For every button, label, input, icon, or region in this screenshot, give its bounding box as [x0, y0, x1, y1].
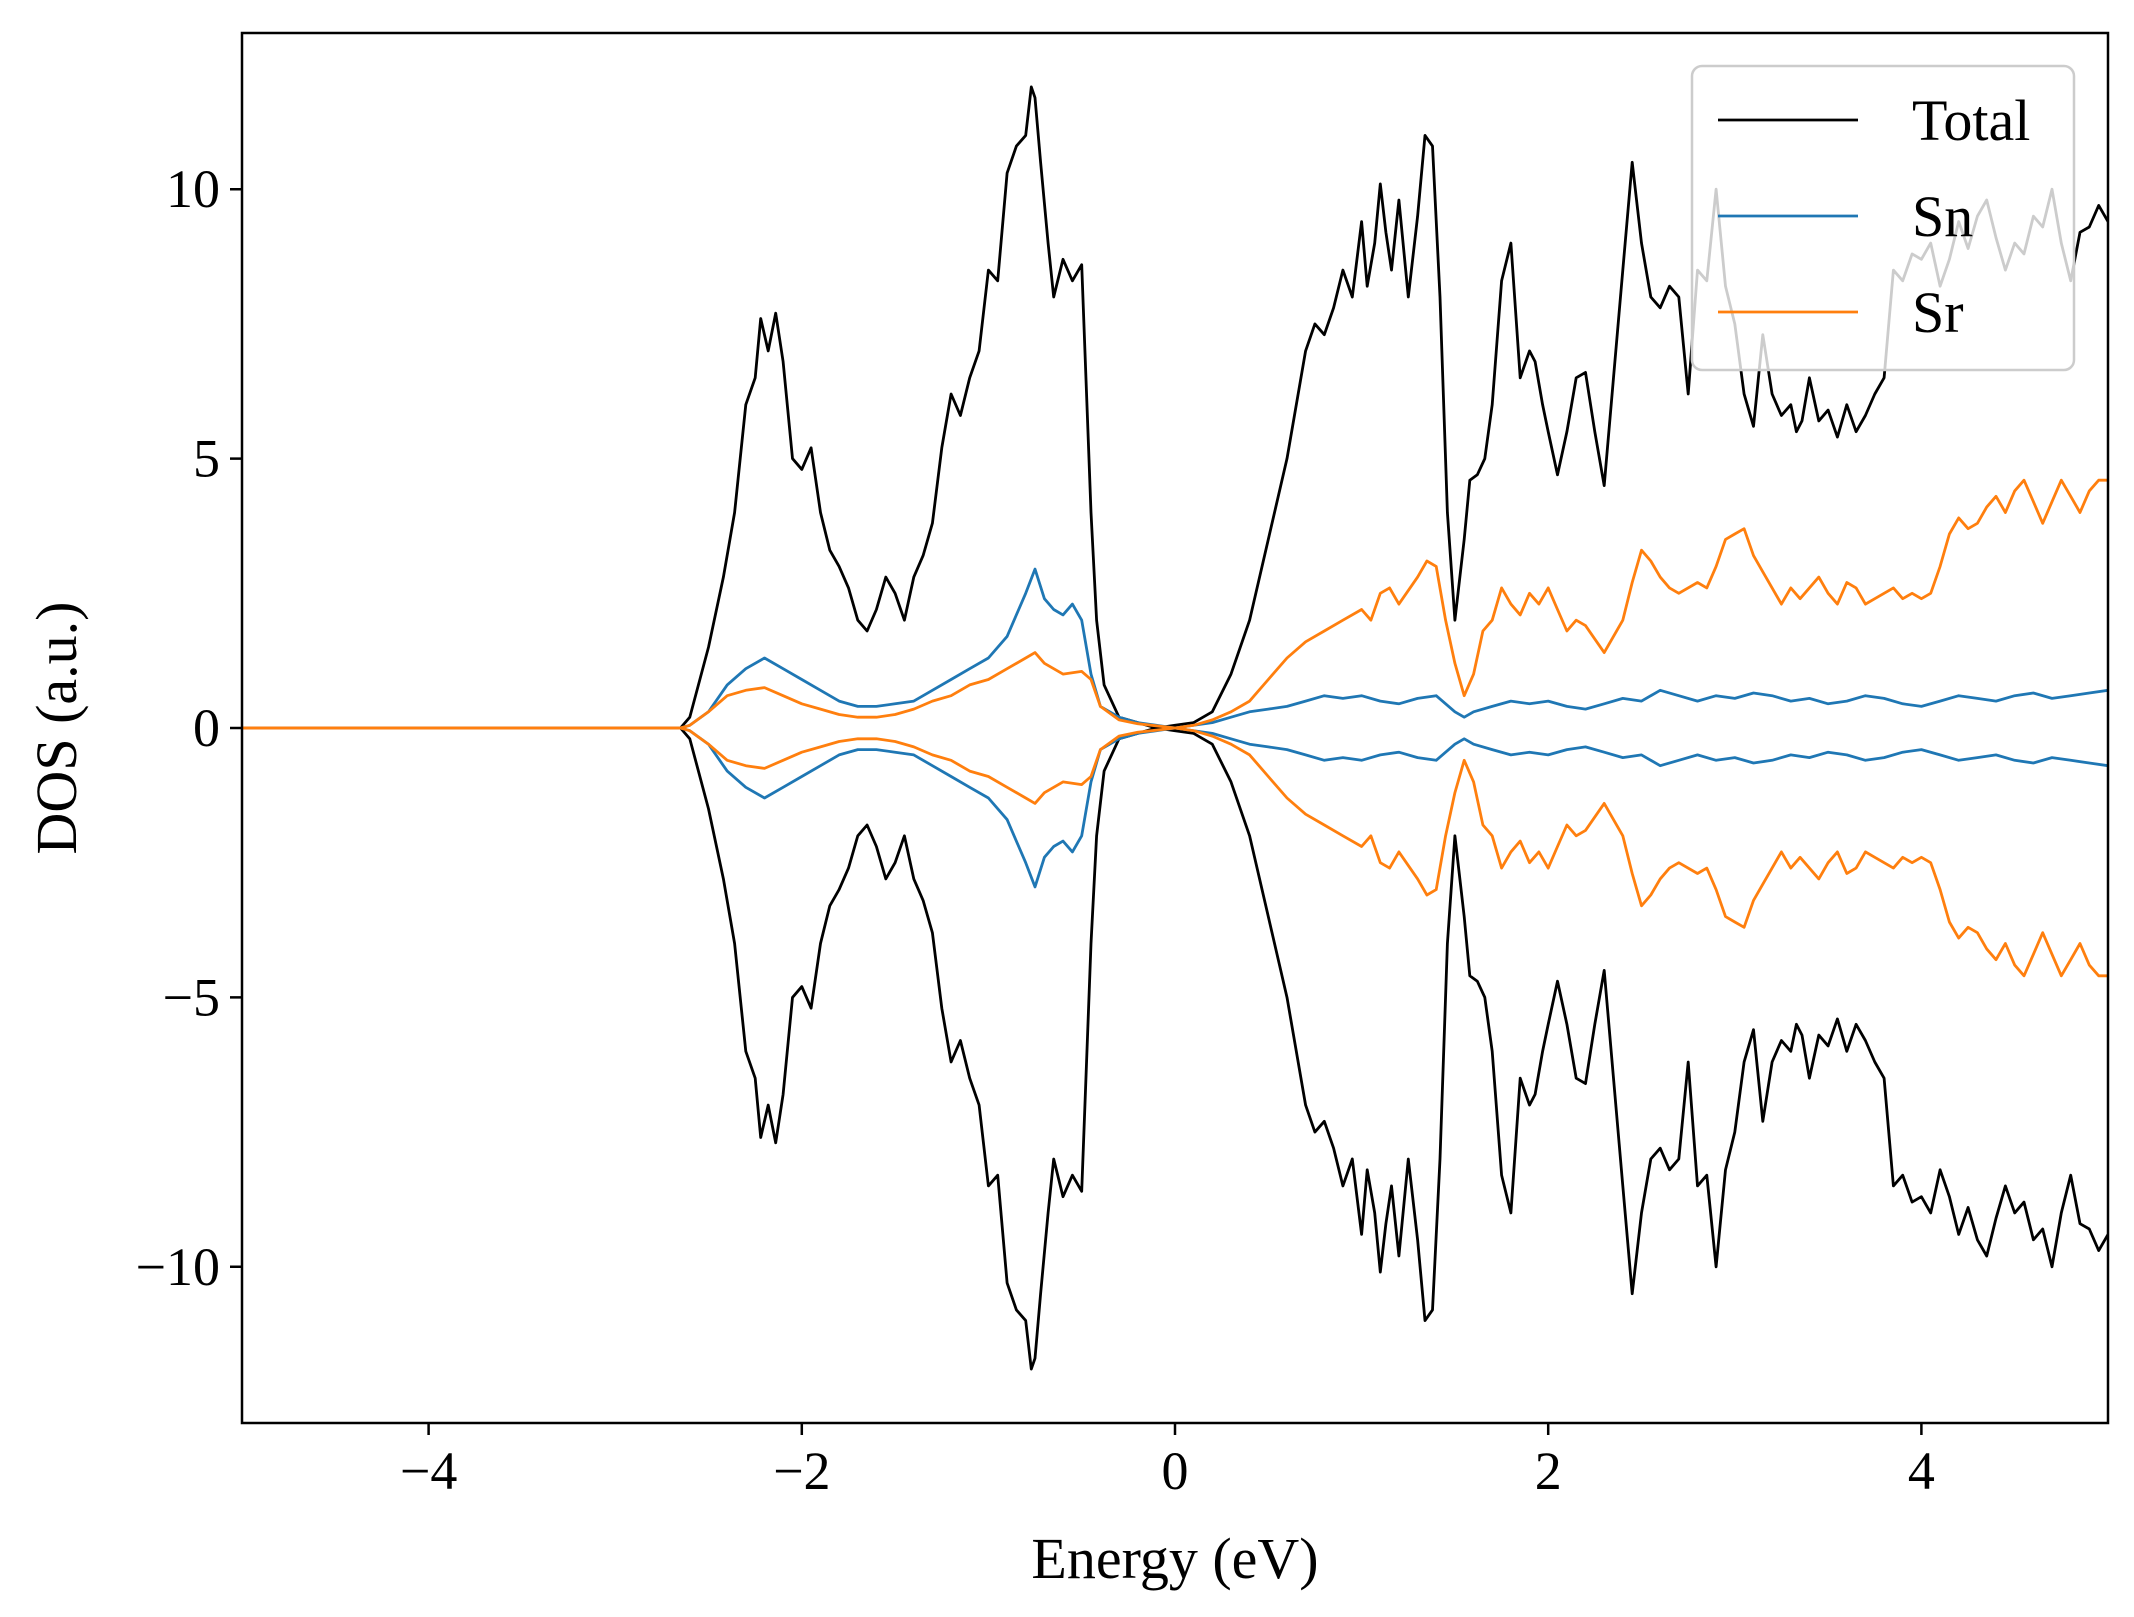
- series-layer: [242, 85, 2108, 1371]
- x-tick-label: −4: [400, 1441, 457, 1501]
- x-axis: −4 −2 0 2 4: [400, 1423, 1935, 1501]
- x-tick-label: 4: [1908, 1441, 1935, 1501]
- series-line-sn-down: [242, 726, 2108, 889]
- y-axis-label: DOS (a.u.): [24, 602, 89, 855]
- series-line-total-up: [242, 85, 2108, 730]
- y-tick-label: 5: [193, 429, 220, 489]
- legend-label-sn: Sn: [1912, 184, 1973, 249]
- x-axis-label: Energy (eV): [1031, 1526, 1318, 1591]
- y-tick-label: 0: [193, 698, 220, 758]
- legend-label-total: Total: [1912, 88, 2030, 153]
- series-line-sr-down: [242, 726, 2108, 978]
- legend-label-sr: Sr: [1912, 280, 1964, 345]
- x-tick-label: 2: [1535, 1441, 1562, 1501]
- legend-frame: [1690, 64, 2076, 372]
- legend: Total Sn Sr: [1690, 64, 2076, 372]
- x-tick-label: −2: [773, 1441, 830, 1501]
- y-axis: −10 −5 0 5 10: [136, 159, 242, 1297]
- y-tick-label: 10: [166, 159, 220, 219]
- x-tick-label: 0: [1162, 1441, 1189, 1501]
- y-tick-label: −5: [163, 967, 220, 1027]
- series-line-sn-up: [242, 567, 2108, 730]
- series-line-total-down: [242, 726, 2108, 1371]
- y-tick-label: −10: [136, 1237, 220, 1297]
- series-line-sr-up: [242, 478, 2108, 730]
